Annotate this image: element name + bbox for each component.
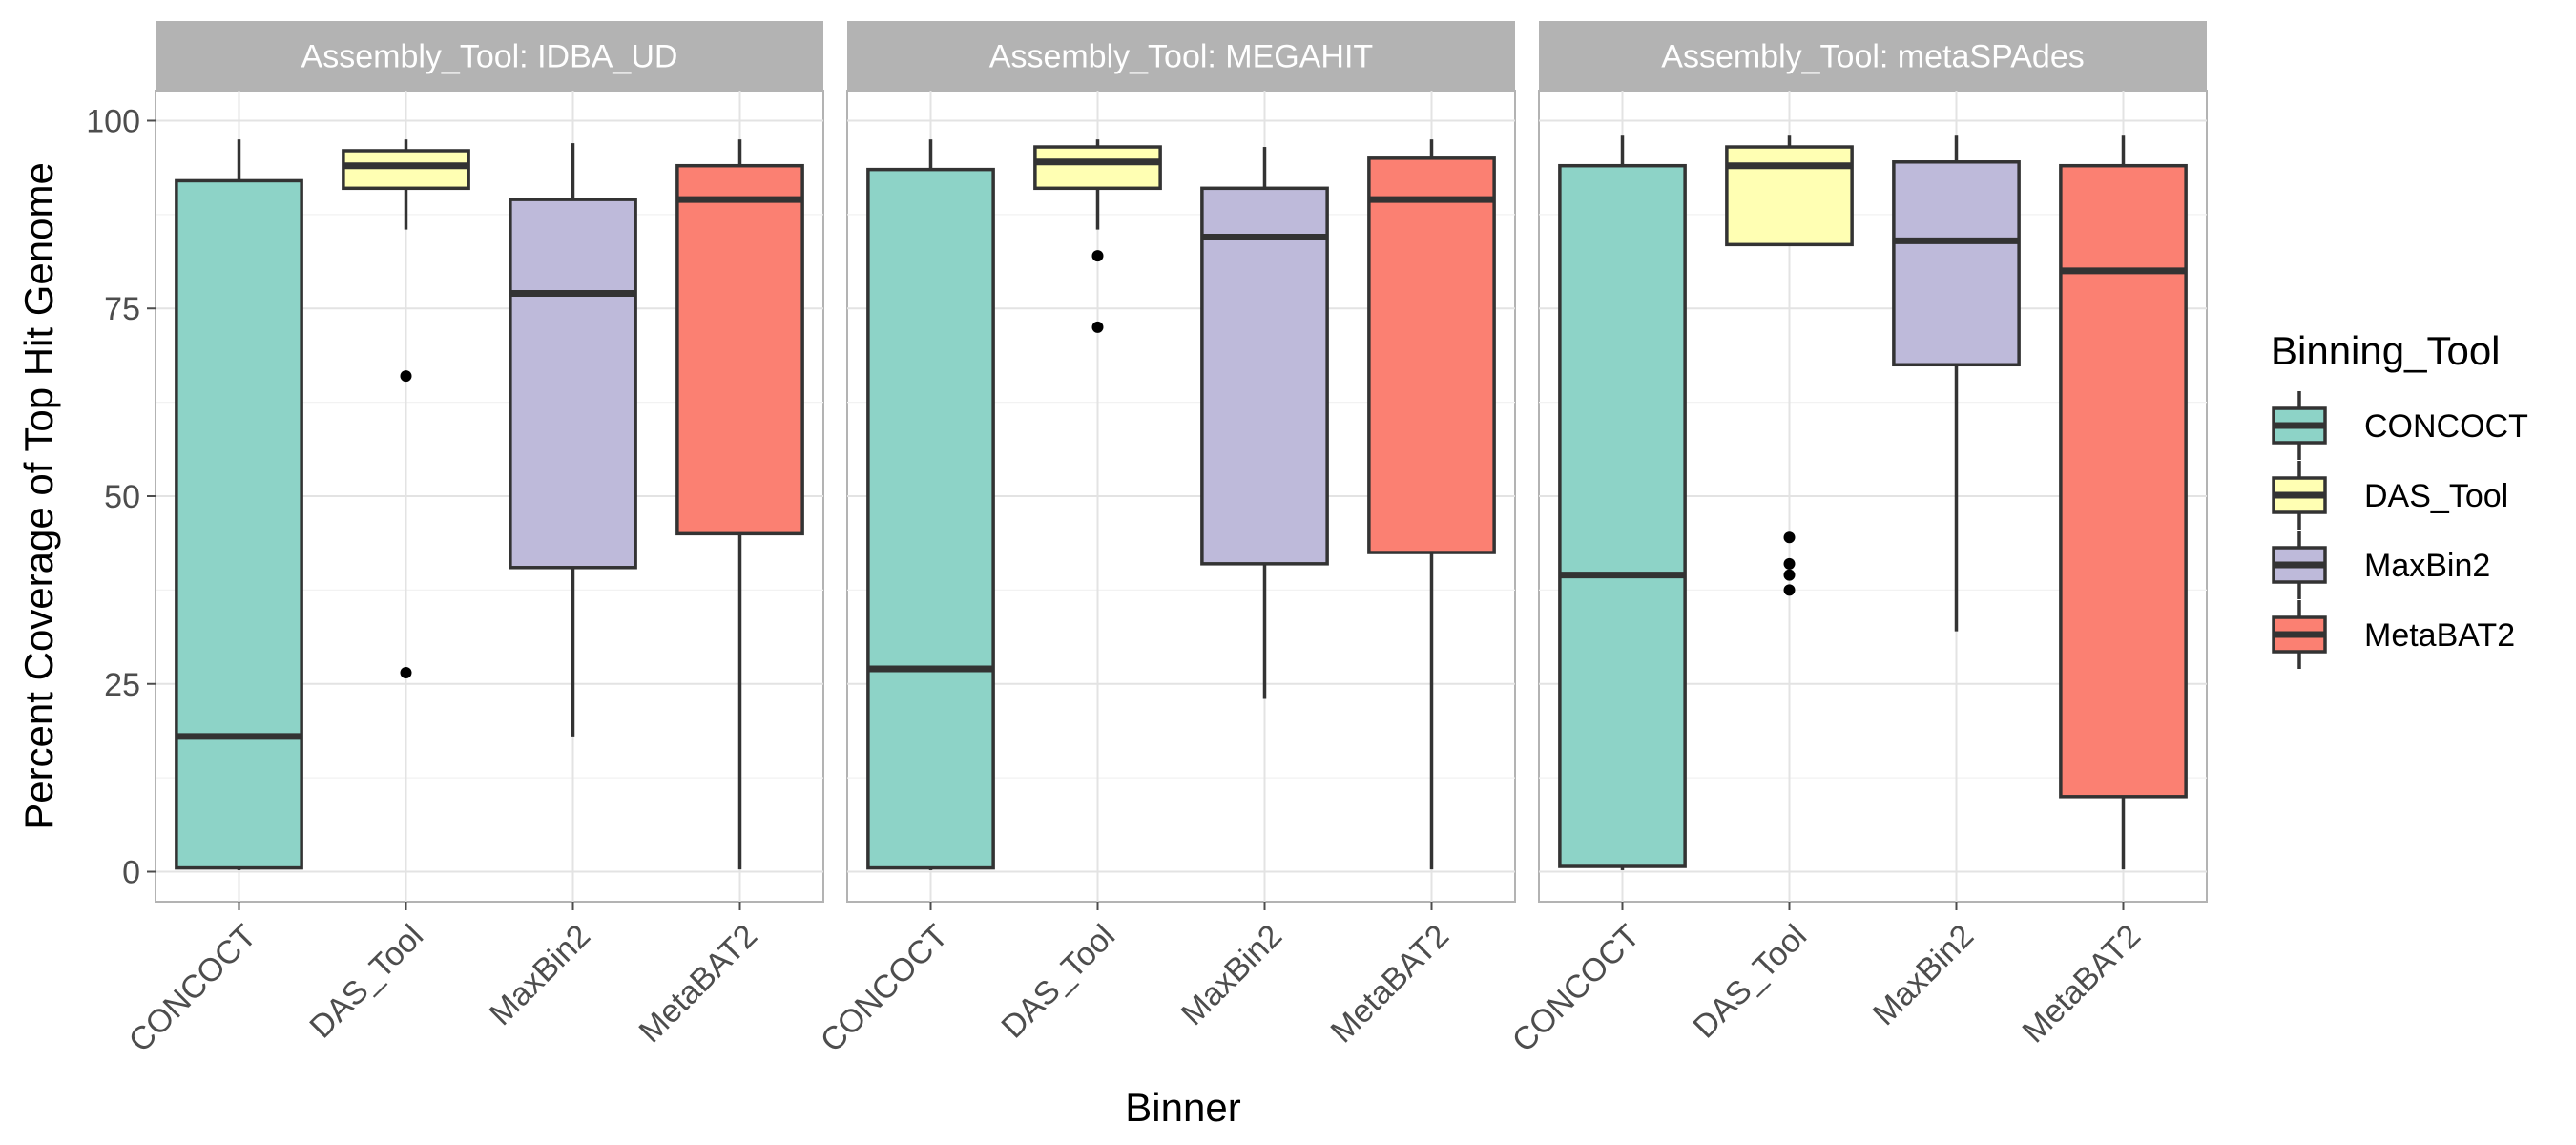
legend: Binning_Tool CONCOCT DAS_Tool MaxBin2 MetaBA… [2271, 328, 2528, 669]
legend-label: DAS_Tool [2364, 478, 2508, 514]
x-tick-label: CONCOCT [122, 918, 263, 1059]
box-body [1725, 145, 1854, 247]
facet-strip [847, 21, 1515, 91]
legend-entry: MaxBin2 [2272, 531, 2490, 599]
x-tick-label: MetaBAT2 [2015, 918, 2148, 1051]
box-body [342, 149, 470, 191]
box-body [1558, 163, 1687, 868]
facet-panel: CONCOCT DAS_Tool MaxBin2 MetaBAT2 Assembly_T… [1506, 21, 2208, 1059]
outlier-point [1091, 321, 1104, 333]
y-tick-label: 100 [86, 103, 140, 139]
y-tick-label: 0 [122, 855, 140, 891]
x-tick-label: CONCOCT [1506, 918, 1647, 1059]
legend-title: Binning_Tool [2271, 328, 2501, 373]
y-axis: 0 25 50 75 100 [86, 103, 156, 891]
y-tick-label: 25 [104, 667, 140, 703]
outlier-point [1091, 250, 1104, 262]
facet-panels: CONCOCT DAS_Tool MaxBin2 MetaBAT2 Assembly_T… [122, 21, 2208, 1059]
box-body [1033, 145, 1162, 191]
box-das-tool [342, 139, 470, 678]
box-concoct [1558, 135, 1687, 870]
box-body [1892, 160, 2021, 367]
box-metabat2 [675, 139, 804, 870]
x-tick-label: MetaBAT2 [632, 918, 764, 1051]
outlier-point [1783, 557, 1796, 570]
facet-strip-label: Assembly_Tool: metaSPAdes [1661, 39, 2084, 75]
y-axis-title: Percent Coverage of Top Hit Genome [16, 162, 61, 830]
x-tick-label: MaxBin2 [1866, 918, 1981, 1032]
outlier-point [1783, 584, 1796, 596]
box-body [175, 178, 303, 870]
y-tick-label: 75 [104, 291, 140, 327]
box-maxbin2 [1892, 135, 2021, 632]
x-tick-label: MaxBin2 [483, 918, 597, 1032]
box-metabat2 [1367, 139, 1496, 870]
outlier-point [1783, 531, 1796, 544]
outlier-point [400, 666, 412, 678]
legend-label: MaxBin2 [2364, 548, 2490, 584]
box-concoct [175, 139, 303, 870]
facet-strip-label: Assembly_Tool: IDBA_UD [301, 39, 678, 75]
legend-entry: MetaBAT2 [2272, 600, 2515, 669]
outlier-point [1783, 569, 1796, 581]
x-tick-label: DAS_Tool [994, 918, 1122, 1046]
facet-panel: CONCOCT DAS_Tool MaxBin2 MetaBAT2 Assembly_T… [814, 21, 1516, 1059]
box-body [866, 167, 995, 870]
box-das-tool [1033, 139, 1162, 333]
box-body [675, 163, 804, 536]
y-tick-label: 50 [104, 479, 140, 515]
legend-label: MetaBAT2 [2364, 617, 2515, 654]
outlier-point [400, 370, 412, 383]
box-body [1367, 156, 1496, 554]
box-body [1200, 186, 1329, 566]
x-tick-label: MaxBin2 [1174, 918, 1289, 1032]
facet-strip-label: Assembly_Tool: MEGAHIT [989, 39, 1373, 75]
facet-panel: CONCOCT DAS_Tool MaxBin2 MetaBAT2 Assembly_T… [122, 21, 824, 1059]
x-tick-label: DAS_Tool [1686, 918, 1814, 1046]
box-concoct [866, 139, 995, 870]
box-metabat2 [2059, 135, 2188, 870]
x-tick-label: DAS_Tool [302, 918, 430, 1046]
facet-strip [1539, 21, 2207, 91]
box-body [509, 198, 637, 570]
legend-label: CONCOCT [2364, 408, 2528, 445]
x-tick-label: MetaBAT2 [1323, 918, 1456, 1051]
box-maxbin2 [1200, 147, 1329, 699]
box-maxbin2 [509, 143, 637, 737]
box-das-tool [1725, 135, 1854, 596]
x-tick-label: CONCOCT [814, 918, 955, 1059]
facet-strip [156, 21, 823, 91]
legend-entry: DAS_Tool [2272, 461, 2508, 530]
legend-entry: CONCOCT [2272, 391, 2528, 460]
box-body [2059, 163, 2188, 799]
x-axis-title: Binner [1125, 1085, 1240, 1130]
